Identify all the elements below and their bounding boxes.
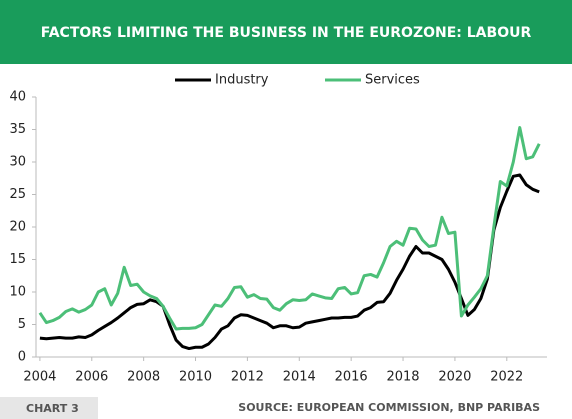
x-tick-label: 2010	[179, 370, 212, 385]
x-tick-label: 2022	[490, 370, 523, 385]
y-tick-label: 25	[9, 187, 26, 202]
y-tick-label: 40	[9, 90, 26, 105]
y-tick-label: 30	[9, 155, 26, 170]
x-tick-label: 2008	[127, 370, 160, 385]
x-tick-label: 2016	[335, 370, 368, 385]
y-tick-label: 10	[9, 285, 26, 300]
x-tick-label: 2006	[75, 370, 108, 385]
legend-label: Industry	[215, 73, 269, 88]
header-band	[0, 0, 572, 64]
series-line	[39, 173, 540, 351]
chart-label-box	[0, 397, 98, 419]
y-tick-label: 15	[9, 252, 26, 267]
series-line	[38, 126, 541, 331]
y-tick-label: 20	[9, 220, 26, 235]
legend-label: Services	[365, 73, 420, 88]
x-tick-label: 2018	[386, 370, 419, 385]
source: SOURCE: EUROPEAN COMMISSION, BNP PARIBAS	[238, 401, 540, 414]
y-tick-label: 0	[18, 350, 26, 365]
x-tick-label: 2020	[438, 370, 471, 385]
chart-title: FACTORS LIMITING THE BUSINESS IN THE EUR…	[41, 25, 532, 41]
chart-label: CHART 3	[26, 402, 79, 415]
x-tick-label: 2014	[283, 370, 316, 385]
x-tick-label: 2012	[231, 370, 264, 385]
y-tick-label: 35	[9, 122, 26, 137]
y-tick-label: 5	[18, 317, 26, 332]
x-tick-label: 2004	[23, 370, 56, 385]
